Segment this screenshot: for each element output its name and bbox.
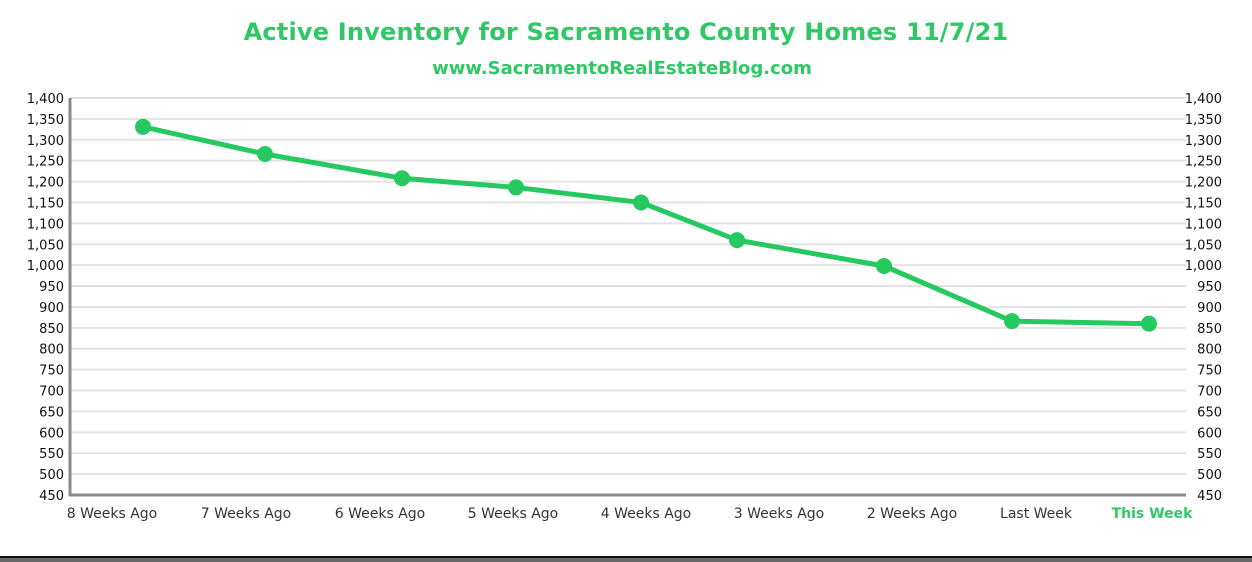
y-tick-label-left: 1,250 (27, 155, 64, 170)
y-tick-label-left: 550 (39, 447, 64, 462)
y-tick-label-right: 450 (1197, 489, 1222, 504)
y-tick-label-left: 650 (39, 405, 64, 420)
chart-title: Active Inventory for Sacramento County H… (243, 18, 1009, 46)
data-point (508, 179, 524, 196)
x-tick-label: 7 Weeks Ago (201, 506, 292, 522)
y-tick-label-right: 800 (1197, 343, 1222, 358)
y-tick-label-left: 1,300 (27, 134, 64, 149)
data-point (876, 257, 892, 274)
x-tick-label: 2 Weeks Ago (867, 506, 958, 522)
x-tick-label: 3 Weeks Ago (734, 506, 825, 522)
chart-subtitle: www.SacramentoRealEstateBlog.com (432, 58, 812, 79)
data-point (729, 232, 745, 249)
y-tick-label-left: 1,200 (27, 176, 64, 191)
y-tick-label-left: 450 (39, 489, 64, 504)
y-tick-label-left: 1,000 (27, 259, 64, 274)
y-tick-label-right: 750 (1197, 364, 1222, 379)
data-point (257, 145, 273, 162)
axes (68, 98, 1186, 497)
y-tick-label-left: 1,050 (27, 238, 64, 253)
y-tick-label-left: 850 (39, 322, 64, 337)
y-tick-label-left: 950 (39, 280, 64, 295)
y-tick-label-right: 1,250 (1185, 155, 1222, 170)
y-tick-label-left: 750 (39, 364, 64, 379)
y-tick-label-right: 1,300 (1185, 134, 1222, 149)
data-point (633, 194, 649, 211)
y-tick-label-left: 1,400 (27, 92, 64, 107)
data-point (1141, 315, 1157, 332)
y-tick-label-left: 700 (39, 385, 64, 400)
y-tick-label-right: 1,200 (1185, 176, 1222, 191)
y-tick-label-right: 1,150 (1185, 196, 1222, 211)
y-tick-label-right: 1,050 (1185, 238, 1222, 253)
y-tick-label-left: 500 (39, 468, 64, 483)
x-tick-label: 8 Weeks Ago (67, 506, 158, 522)
y-axis-left: 1,400 1,350 1,300 1,250 1,200 1,150 1,100 1,050… (27, 92, 64, 504)
y-tick-label-left: 900 (39, 301, 64, 316)
y-tick-label-left: 1,150 (27, 196, 64, 211)
y-tick-label-right: 850 (1197, 322, 1222, 337)
y-tick-label-right: 1,000 (1185, 259, 1222, 274)
series-line (142, 124, 1150, 327)
x-tick-label: This Week (1112, 506, 1193, 522)
x-axis: 8 Weeks Ago 7 Weeks Ago 6 Weeks Ago 5 Weeks… (67, 506, 1193, 522)
data-point (135, 118, 151, 135)
y-tick-label-right: 1,350 (1185, 113, 1222, 128)
y-tick-label-left: 1,100 (27, 217, 64, 232)
bottom-bar (0, 556, 1252, 562)
y-tick-label-left: 800 (39, 343, 64, 358)
data-point (1004, 313, 1020, 330)
x-tick-label: Last Week (1000, 506, 1073, 522)
y-tick-label-right: 1,400 (1185, 92, 1222, 107)
x-tick-label: 5 Weeks Ago (468, 506, 559, 522)
y-tick-label-left: 600 (39, 426, 64, 441)
x-tick-label: 4 Weeks Ago (601, 506, 692, 522)
y-tick-label-right: 900 (1197, 301, 1222, 316)
y-tick-label-right: 500 (1197, 468, 1222, 483)
series-active-inventory (135, 118, 1157, 332)
y-tick-label-right: 1,100 (1185, 217, 1222, 232)
data-point (394, 170, 410, 187)
y-tick-label-right: 700 (1197, 385, 1222, 400)
y-tick-label-right: 650 (1197, 405, 1222, 420)
y-tick-label-right: 600 (1197, 426, 1222, 441)
gridlines (70, 97, 1186, 476)
y-axis-right: 1,400 1,350 1,300 1,250 1,200 1,150 1,100 1,050… (1185, 92, 1222, 504)
x-tick-label: 6 Weeks Ago (335, 506, 426, 522)
y-tick-label-left: 1,350 (27, 113, 64, 128)
y-tick-label-right: 550 (1197, 447, 1222, 462)
y-tick-label-right: 950 (1197, 280, 1222, 295)
